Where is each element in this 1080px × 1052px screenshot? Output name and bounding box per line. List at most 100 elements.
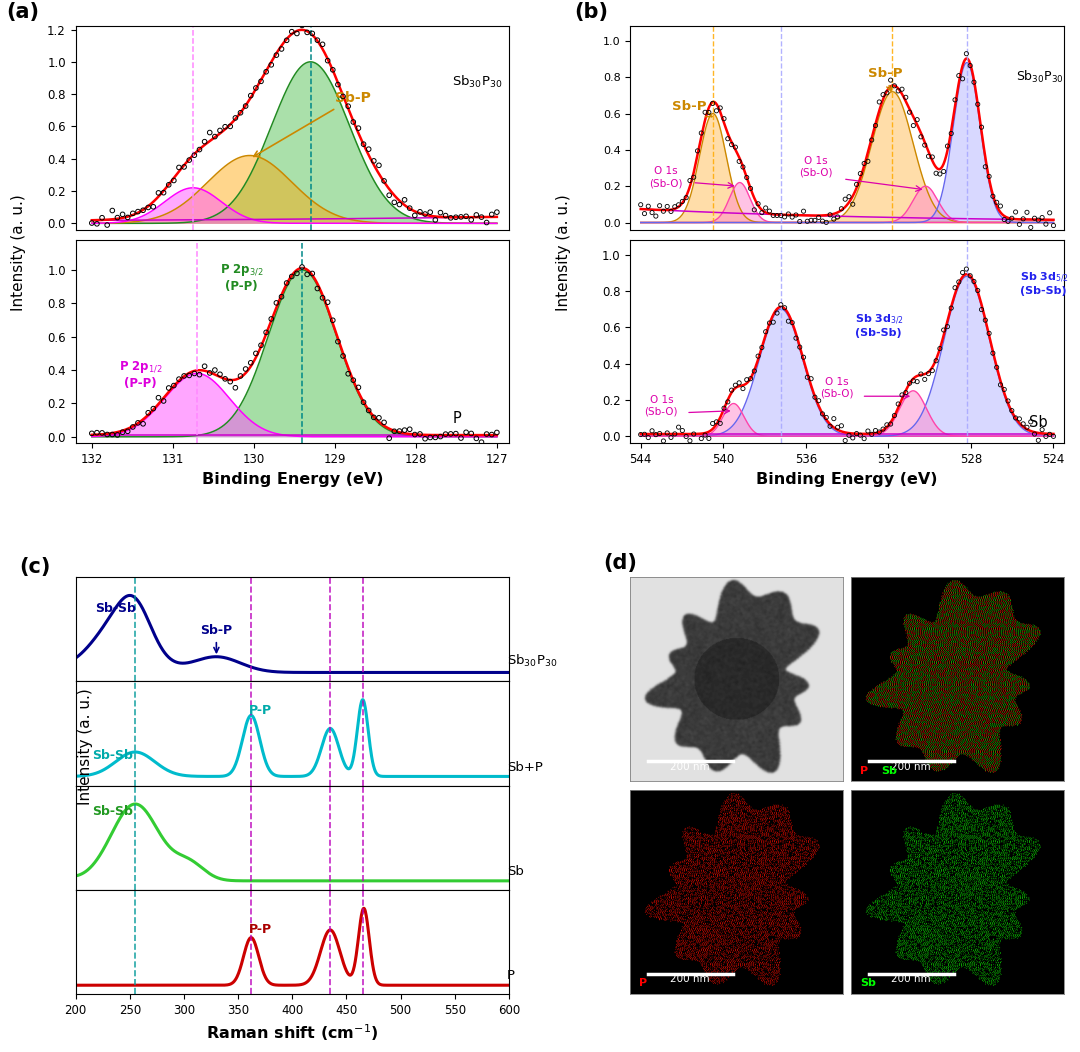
Point [882,416,900,432]
Point [488,424,505,441]
Text: Sb-P: Sb-P [867,67,902,92]
Point [314,36,332,53]
Point [186,147,203,164]
Point [396,422,414,439]
Point [104,202,121,219]
Point [644,423,661,440]
Point [1044,428,1062,445]
Point [93,209,110,226]
Point [98,426,116,443]
Point [837,190,854,207]
Point [644,204,661,221]
Point [134,202,151,219]
Point [647,426,664,443]
Point [969,96,986,113]
Point [734,380,752,397]
Point [727,377,744,393]
Point [860,423,877,440]
Point [670,197,687,214]
Point [765,313,782,330]
Point [221,373,239,390]
Point [1003,209,1021,226]
Point [875,86,892,103]
Point [447,209,464,226]
Point [833,200,850,217]
Point [681,173,699,189]
Point [973,119,990,136]
Point [180,367,198,384]
Text: 200 nm: 200 nm [671,974,710,985]
Point [329,333,347,350]
Point [845,196,862,213]
Point [150,389,167,406]
Point [283,23,300,40]
Point [833,418,850,434]
Text: O 1s
(Sb-O): O 1s (Sb-O) [820,377,853,399]
Point [700,104,717,121]
Point [870,424,888,441]
Point [984,345,1001,362]
Point [253,73,270,89]
Point [799,213,816,229]
Point [360,402,377,419]
Point [920,148,937,165]
Point [139,404,157,421]
Point [417,430,434,447]
Point [324,311,341,328]
Point [1014,210,1031,227]
Point [753,204,770,221]
Point [867,422,885,439]
Point [1022,413,1039,430]
Text: P 2p$_{1/2}$
(P-P): P 2p$_{1/2}$ (P-P) [119,360,162,389]
Point [212,366,229,383]
Point [848,176,865,193]
Point [760,315,778,331]
Point [750,196,767,213]
Point [878,417,895,433]
Point [1037,216,1054,232]
Point [991,198,1009,215]
Text: Sb-P: Sb-P [672,100,712,117]
Point [206,128,224,145]
Point [689,437,706,453]
Point [417,205,434,222]
Point [730,153,747,169]
Text: Intensity (a. u.): Intensity (a. u.) [556,195,571,310]
Point [109,426,126,443]
Point [278,32,295,48]
Point [437,207,455,224]
Point [775,208,793,225]
Point [212,122,229,139]
Point [303,265,321,282]
Point [768,305,785,322]
Point [411,426,429,443]
Point [901,375,918,391]
Point [704,95,721,112]
Point [401,200,418,217]
Point [677,428,694,445]
Point [335,88,352,105]
Point [670,419,687,436]
Point [1003,402,1021,419]
Point [697,104,714,121]
Point [961,57,978,74]
Text: Sb$_{30}$P$_{30}$: Sb$_{30}$P$_{30}$ [1016,68,1064,85]
Point [288,25,306,42]
Point [662,429,679,446]
Point [350,120,367,137]
Text: (b): (b) [575,2,608,22]
Point [772,207,789,224]
Point [150,184,167,201]
Point [216,370,233,387]
Text: Intensity (a. u.): Intensity (a. u.) [78,689,93,805]
Point [391,196,408,213]
Text: (c): (c) [19,557,51,576]
Point [760,203,778,220]
Point [298,24,315,41]
Point [324,61,341,78]
Point [742,370,759,387]
Point [273,288,291,305]
X-axis label: Binding Energy (eV): Binding Energy (eV) [202,471,383,487]
Point [719,393,737,410]
Point [370,409,388,426]
